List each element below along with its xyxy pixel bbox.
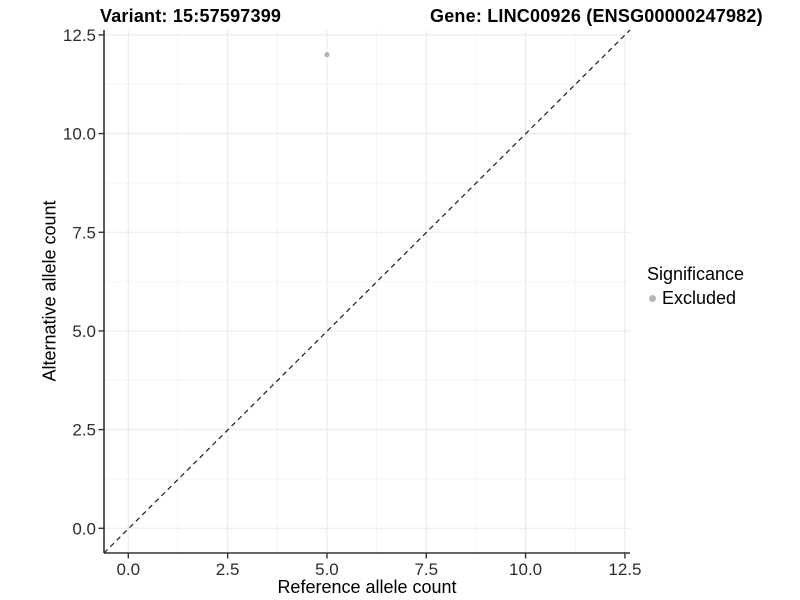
x-tick-label: 10.0	[509, 560, 542, 579]
legend-point-icon	[649, 295, 656, 302]
y-tick-label: 0.0	[72, 519, 96, 538]
legend-title: Significance	[647, 264, 745, 284]
gene-title: Gene: LINC00926 (ENSG00000247982)	[430, 6, 763, 26]
data-point	[324, 52, 330, 58]
identity-dashed-line	[103, 29, 631, 554]
x-tick-label: 12.5	[608, 560, 641, 579]
legend-entry-label: Excluded	[662, 288, 737, 308]
legend: Significance Excluded	[645, 264, 744, 309]
legend-entry: Excluded	[645, 288, 744, 309]
variant-title: Variant: 15:57597399	[100, 6, 282, 26]
x-tick-label: 5.0	[315, 560, 339, 579]
y-tick-label: 7.5	[72, 223, 96, 242]
x-tick-label: 0.0	[116, 560, 140, 579]
y-tick-label: 5.0	[72, 322, 96, 341]
y-tick-label: 10.0	[63, 125, 96, 144]
x-axis-label: Reference allele count	[277, 577, 457, 597]
y-tick-label: 12.5	[63, 26, 96, 45]
x-tick-label: 7.5	[414, 560, 438, 579]
x-tick-label: 2.5	[216, 560, 240, 579]
y-tick-label: 2.5	[72, 421, 96, 440]
y-axis-label: Alternative allele count	[39, 200, 60, 382]
